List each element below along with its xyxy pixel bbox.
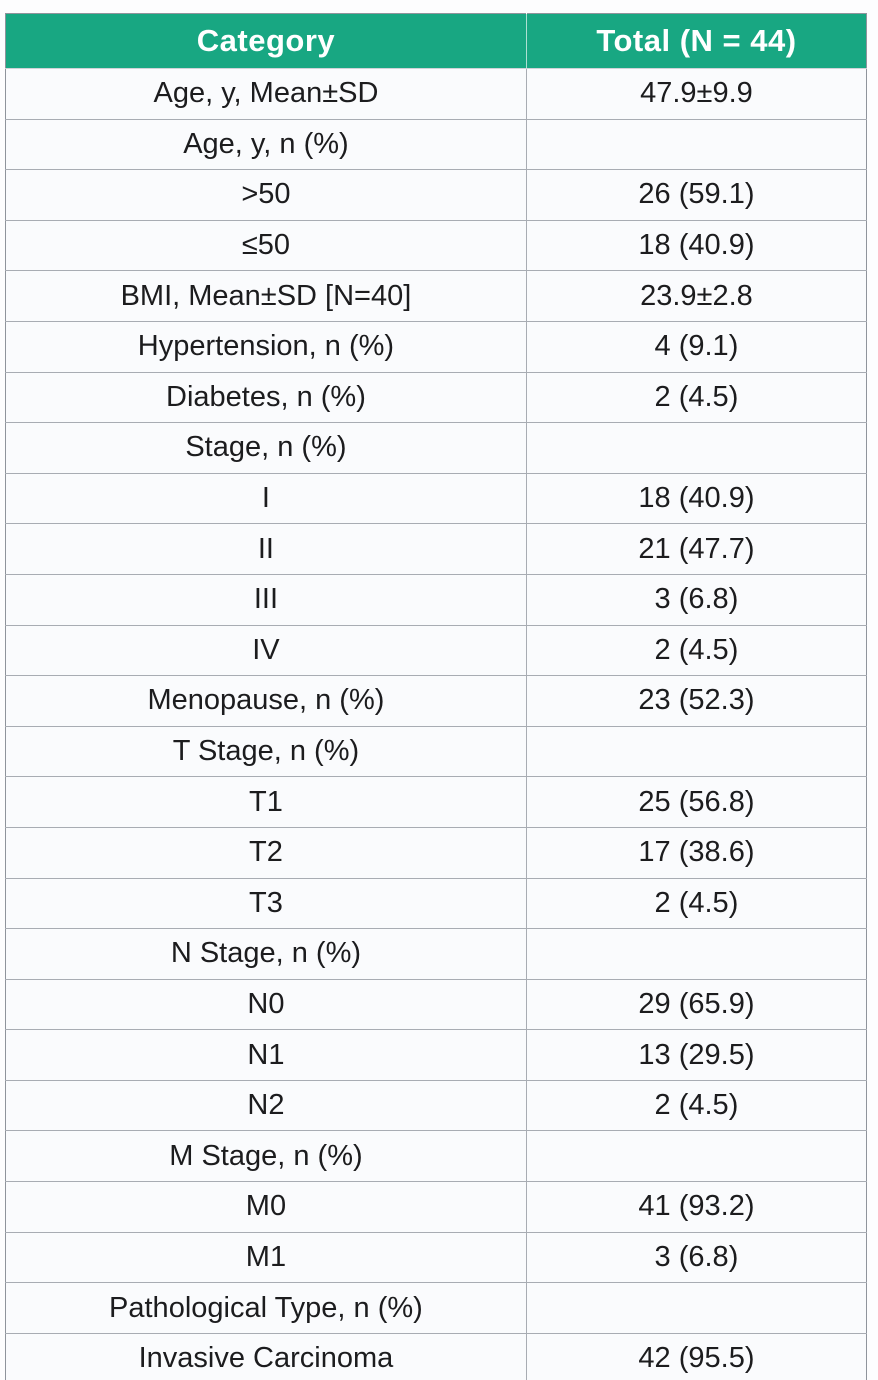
patient-characteristics-table: Category Total (N = 44) Age, y, Mean±SD 4… — [5, 13, 867, 1380]
table-row: T1 25 (56.8) — [5, 776, 867, 828]
table-row: N0 29 (65.9) — [5, 978, 867, 1030]
table-row: Invasive Carcinoma 42 (95.5) — [5, 1332, 867, 1380]
category-cell: N Stage, n (%) — [5, 928, 527, 980]
category-column-header: Category — [5, 13, 527, 69]
category-cell: Hypertension, n (%) — [5, 320, 527, 373]
total-cell: 47.9±9.9 — [525, 68, 867, 120]
total-cell: 41 (93.2) — [525, 1181, 867, 1233]
table-row: M0 41 (93.2) — [5, 1181, 867, 1233]
table-row: BMI, Mean±SD [N=40] 23.9±2.8 — [5, 270, 867, 322]
total-cell: 4 (9.1) — [525, 320, 867, 373]
category-cell: N0 — [5, 978, 527, 1030]
table-row: III 3 (6.8) — [5, 573, 867, 626]
table-row: T Stage, n (%) — [5, 725, 867, 777]
category-cell: ≤50 — [5, 219, 527, 271]
total-cell: 29 (65.9) — [525, 978, 867, 1030]
category-cell: M Stage, n (%) — [5, 1130, 527, 1182]
table-row: IV 2 (4.5) — [5, 624, 867, 676]
table-row: II 21 (47.7) — [5, 523, 867, 575]
total-cell: 25 (56.8) — [525, 776, 867, 828]
total-cell: 42 (95.5) — [525, 1332, 867, 1380]
category-cell: BMI, Mean±SD [N=40] — [5, 270, 527, 322]
table-row: Hypertension, n (%) 4 (9.1) — [5, 320, 867, 373]
total-cell: 17 (38.6) — [525, 826, 867, 878]
total-cell: 2 (4.5) — [525, 624, 867, 676]
category-cell: T3 — [5, 877, 527, 929]
category-cell: >50 — [5, 169, 527, 221]
category-cell: T2 — [5, 826, 527, 878]
category-cell: Age, y, n (%) — [5, 118, 527, 170]
total-cell — [525, 118, 867, 170]
table-row: T2 17 (38.6) — [5, 826, 867, 878]
table-row: M Stage, n (%) — [5, 1130, 867, 1182]
category-cell: M0 — [5, 1181, 527, 1233]
category-cell: Stage, n (%) — [5, 422, 527, 474]
category-cell: Pathological Type, n (%) — [5, 1282, 527, 1334]
category-cell: N2 — [5, 1079, 527, 1131]
total-cell: 23 (52.3) — [525, 675, 867, 727]
total-cell: 2 (4.5) — [525, 371, 867, 423]
total-column-header: Total (N = 44) — [525, 13, 867, 69]
total-cell — [525, 1130, 867, 1182]
total-cell: 21 (47.7) — [525, 523, 867, 575]
category-cell: Diabetes, n (%) — [5, 371, 527, 423]
category-cell: I — [5, 472, 527, 524]
category-cell: T Stage, n (%) — [5, 725, 527, 777]
category-cell: Age, y, Mean±SD — [5, 68, 527, 120]
table-row: N1 13 (29.5) — [5, 1029, 867, 1081]
category-cell: T1 — [5, 776, 527, 828]
total-cell — [525, 725, 867, 777]
total-cell: 18 (40.9) — [525, 472, 867, 524]
category-cell: Invasive Carcinoma — [5, 1332, 527, 1380]
header-row: Category Total (N = 44) — [5, 13, 867, 69]
table-row: Age, y, n (%) — [5, 118, 867, 170]
category-cell: II — [5, 523, 527, 575]
total-cell: 23.9±2.8 — [525, 270, 867, 322]
total-cell: 3 (6.8) — [525, 1231, 867, 1283]
table-row: N Stage, n (%) — [5, 928, 867, 980]
total-cell: 13 (29.5) — [525, 1029, 867, 1081]
table-row: ≤50 18 (40.9) — [5, 219, 867, 271]
category-cell: IV — [5, 624, 527, 676]
category-cell: N1 — [5, 1029, 527, 1081]
table-row: T3 2 (4.5) — [5, 877, 867, 929]
total-cell: 3 (6.8) — [525, 573, 867, 626]
table-row: Diabetes, n (%) 2 (4.5) — [5, 371, 867, 423]
total-cell: 26 (59.1) — [525, 169, 867, 221]
table-row: Stage, n (%) — [5, 422, 867, 474]
total-cell: 2 (4.5) — [525, 1079, 867, 1131]
table-row: M1 3 (6.8) — [5, 1231, 867, 1283]
table-row: Menopause, n (%) 23 (52.3) — [5, 675, 867, 727]
category-cell: III — [5, 573, 527, 626]
table-row: Pathological Type, n (%) — [5, 1282, 867, 1334]
total-cell: 18 (40.9) — [525, 219, 867, 271]
total-cell — [525, 1282, 867, 1334]
category-cell: M1 — [5, 1231, 527, 1283]
total-cell: 2 (4.5) — [525, 877, 867, 929]
table-row: >50 26 (59.1) — [5, 169, 867, 221]
table-row: N2 2 (4.5) — [5, 1079, 867, 1131]
total-cell — [525, 928, 867, 980]
total-cell — [525, 422, 867, 474]
table-body: Age, y, Mean±SD 47.9±9.9 Age, y, n (%) >50 2… — [5, 68, 867, 1380]
table-row: Age, y, Mean±SD 47.9±9.9 — [5, 68, 867, 120]
table-row: I 18 (40.9) — [5, 472, 867, 524]
category-cell: Menopause, n (%) — [5, 675, 527, 727]
